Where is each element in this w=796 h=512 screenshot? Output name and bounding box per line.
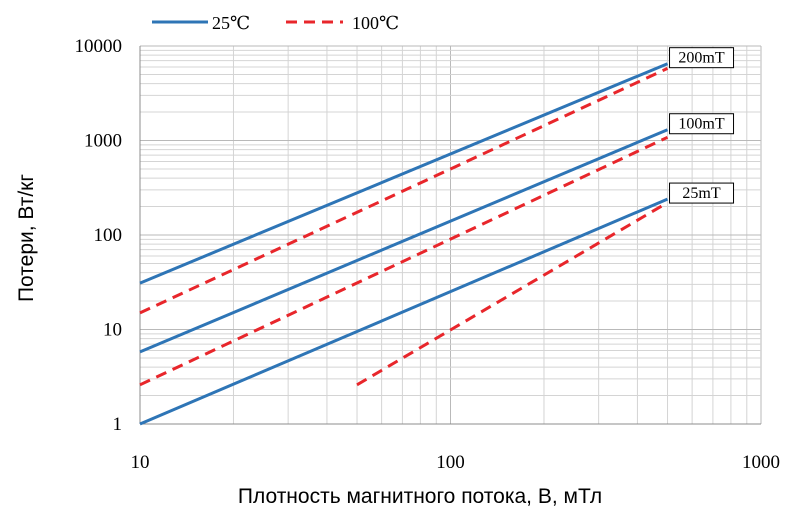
series-line [139, 62, 669, 285]
series-line [139, 135, 669, 387]
series-layer [139, 62, 669, 426]
annotation-box [669, 47, 735, 69]
series-line [356, 201, 669, 387]
y-axis-label: Потери, Вт/кг [15, 174, 38, 302]
annotation-box [669, 182, 735, 204]
legend: 25℃ 100℃ [152, 13, 399, 33]
legend-label: 100℃ [352, 13, 399, 33]
y-tick-label: 1 [113, 414, 123, 435]
y-tick-label: 10000 [75, 36, 123, 57]
grid [139, 45, 762, 425]
series-line [139, 197, 669, 426]
series-line [139, 67, 669, 315]
annotation-box [669, 113, 735, 135]
annotation-label: 100mT [678, 116, 724, 133]
axes: 1 10 100 1000 10000 10 100 1000 [75, 36, 781, 473]
legend-label: 25℃ [212, 13, 250, 33]
x-axis-label: Плотность магнитного потока, B, мТл [238, 485, 602, 508]
y-tick-label: 100 [94, 225, 123, 246]
x-tick-label: 10 [131, 452, 150, 473]
series-line [139, 128, 669, 354]
annotation-label: 25mT [682, 185, 720, 202]
annotation-label: 200mT [678, 50, 724, 67]
y-tick-label: 10 [103, 320, 122, 341]
x-tick-label: 100 [436, 452, 465, 473]
x-tick-label: 1000 [742, 452, 780, 473]
y-tick-label: 1000 [84, 131, 122, 152]
annotations: 200mT 100mT 25mT [669, 47, 735, 204]
